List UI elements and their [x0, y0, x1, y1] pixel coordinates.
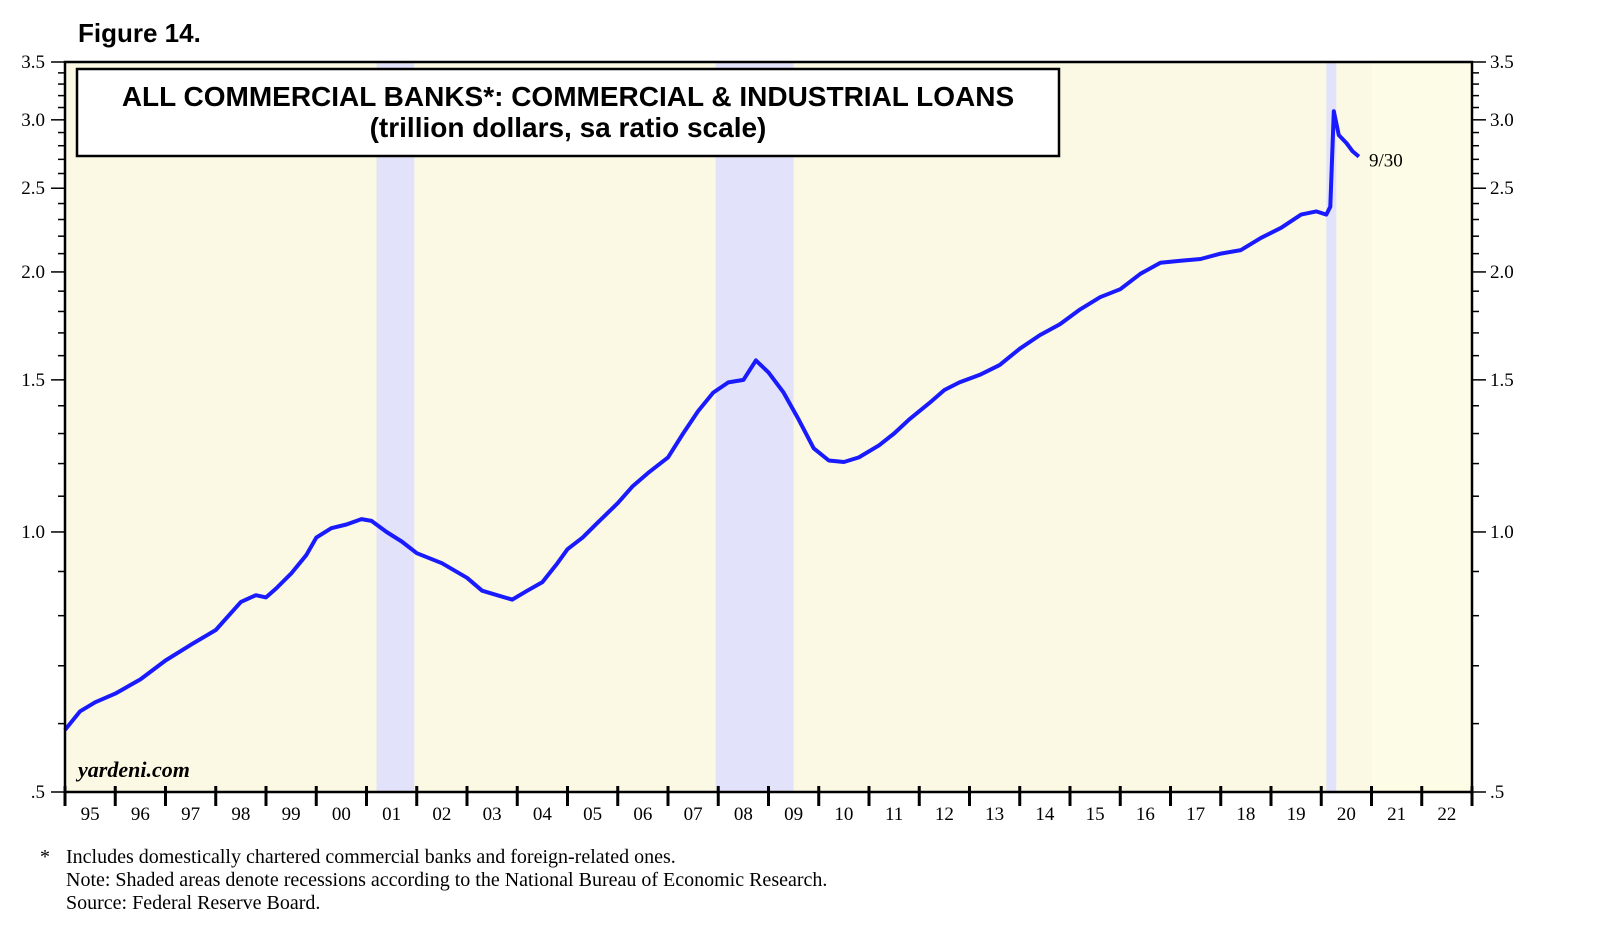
y-tick-label: 3.5: [21, 52, 45, 73]
x-tick-label: 14: [1035, 804, 1055, 825]
y-tick-label: 2.0: [21, 262, 45, 283]
y-tick-label: 3.0: [1490, 110, 1514, 131]
x-tick-label: 97: [181, 804, 200, 825]
y-tick-label: 1.0: [1490, 522, 1514, 543]
x-tick-label: 21: [1387, 804, 1406, 825]
series-line: [63, 109, 1361, 732]
x-tick-label: 15: [1086, 804, 1105, 825]
footnote-line-3: Source: Federal Reserve Board.: [40, 892, 827, 915]
x-tick-label: 12: [935, 804, 954, 825]
y-tick-label: 1.5: [21, 370, 45, 391]
x-tick-label: 00: [332, 804, 351, 825]
y-tick-label: 2.0: [1490, 262, 1514, 283]
x-tick-label: 07: [684, 804, 703, 825]
x-tick-label: 13: [985, 804, 1004, 825]
x-tick-label: 18: [1236, 804, 1255, 825]
footnotes: * Includes domestically chartered commer…: [40, 846, 827, 915]
x-tick-label: 08: [734, 804, 753, 825]
series-end-label: 9/30: [1369, 151, 1403, 172]
plot-frame: [63, 60, 1474, 794]
chart-title: ALL COMMERCIAL BANKS*: COMMERCIAL & INDU…: [122, 81, 1014, 112]
x-tick-label: 16: [1136, 804, 1155, 825]
x-tick-label: 95: [81, 804, 100, 825]
x-tick-label: 05: [583, 804, 602, 825]
chart-title-box: ALL COMMERCIAL BANKS*: COMMERCIAL & INDU…: [75, 67, 1061, 158]
title-box-frame: [75, 67, 1061, 158]
footnote-line-2: Note: Shaded areas denote recessions acc…: [40, 869, 827, 892]
x-tick-label: 01: [382, 804, 401, 825]
y-tick-label: 3.5: [1490, 52, 1514, 73]
recession-shade: [715, 62, 794, 792]
y-tick-label: 3.0: [21, 110, 45, 131]
y-tick-label: 2.5: [1490, 178, 1514, 199]
x-tick-label: 22: [1437, 804, 1456, 825]
y-tick-label: .5: [31, 782, 45, 803]
x-tick-label: 96: [131, 804, 150, 825]
x-tick-label: 20: [1337, 804, 1356, 825]
recession-shade: [1326, 62, 1337, 792]
footnote-text-3: Source: Federal Reserve Board.: [66, 892, 321, 914]
forecast-shade: [1371, 62, 1472, 792]
footnote-text-1: Includes domestically chartered commerci…: [66, 846, 676, 868]
footnote-text-2: Note: Shaded areas denote recessions acc…: [66, 869, 828, 891]
x-tick-label: 04: [533, 804, 553, 825]
x-tick-label: 10: [834, 804, 853, 825]
y-axis-labels-right: .5 1.0 1.5 2.0 2.5 3.0 3.5: [1490, 52, 1514, 803]
chart-subtitle: (trillion dollars, sa ratio scale): [370, 112, 767, 143]
x-axis-labels: 95 96 97 98 99 00 01 02 03 04 05 06 07 08 09 10 11 12 13 14…: [81, 804, 1457, 825]
x-tick-label: 11: [885, 804, 903, 825]
shaded-areas: [376, 62, 1472, 792]
x-tick-label: 09: [784, 804, 803, 825]
x-tick-label: 98: [231, 804, 250, 825]
y-axis-labels-left: .5 1.0 1.5 2.0 2.5 3.0 3.5: [21, 52, 45, 803]
x-tick-label: 02: [432, 804, 451, 825]
y-tick-label: .5: [1490, 782, 1504, 803]
y-tick-label: 2.5: [21, 178, 45, 199]
watermark: yardeni.com: [75, 757, 190, 782]
y-tick-label: 1.0: [21, 522, 45, 543]
y-tick-label: 1.5: [1490, 370, 1514, 391]
figure-label: Figure 14.: [78, 18, 201, 48]
x-tick-label: 17: [1186, 804, 1205, 825]
recession-shade: [376, 62, 415, 792]
x-tick-label: 19: [1287, 804, 1306, 825]
x-tick-label: 99: [282, 804, 301, 825]
footnote-line-1: * Includes domestically chartered commer…: [40, 846, 827, 869]
x-tick-label: 03: [483, 804, 502, 825]
x-tick-label: 06: [633, 804, 652, 825]
footnote-star: *: [40, 846, 50, 868]
